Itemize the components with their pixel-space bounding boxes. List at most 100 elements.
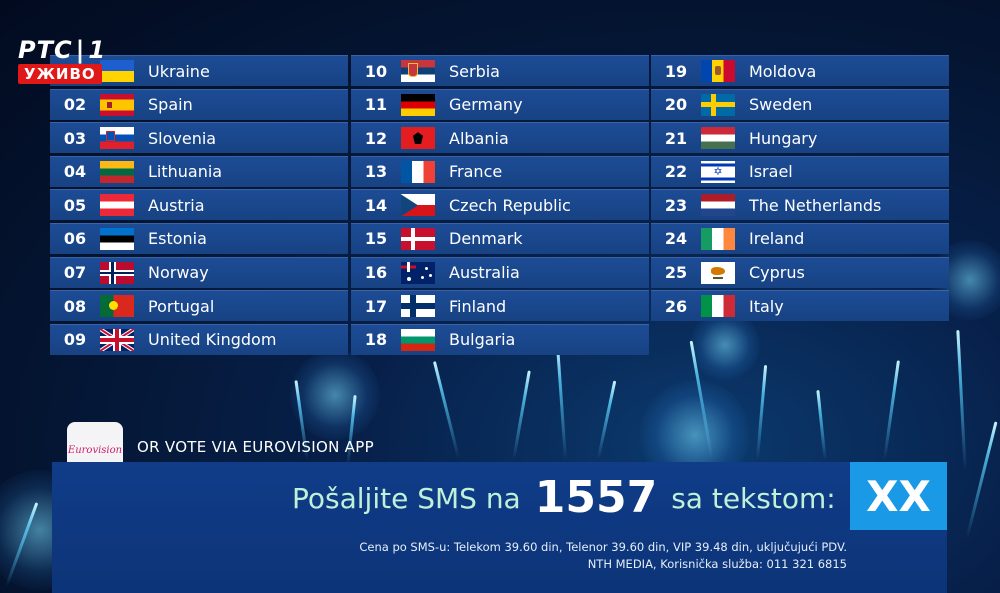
country-number: 04 — [63, 162, 87, 182]
country-name: Norway — [148, 263, 209, 283]
country-row: 21 Hungary — [651, 122, 949, 154]
country-name: The Netherlands — [749, 195, 882, 215]
bulgaria-flag-icon — [401, 328, 435, 351]
country-number: 23 — [664, 195, 688, 215]
germany-flag-icon — [401, 93, 435, 116]
country-name: Lithuania — [148, 162, 223, 182]
ireland-flag-icon — [701, 227, 735, 250]
country-row: 15 Denmark — [351, 222, 649, 254]
country-number: 10 — [364, 61, 388, 81]
country-row: 20 Sweden — [651, 88, 949, 120]
country-name: Israel — [749, 162, 793, 182]
sms-instruction: Pošaljite SMS na 1557 sa tekstom: — [292, 472, 836, 523]
country-row: 16 Australia — [351, 256, 649, 288]
country-name: Spain — [148, 95, 193, 115]
netherlands-flag-icon — [701, 194, 735, 217]
country-number: 17 — [364, 296, 388, 316]
ukraine-flag-icon — [100, 60, 134, 82]
country-row: 07 Norway — [50, 256, 348, 288]
country-row: 25 Cyprus — [651, 256, 949, 288]
eurovision-app-icon-text: Eurovision — [67, 444, 123, 456]
country-number: 02 — [63, 95, 87, 115]
austria-flag-icon — [100, 194, 134, 217]
country-row: 26 Italy — [651, 290, 949, 322]
country-row: 09 United Kingdom — [50, 323, 348, 355]
country-number: 11 — [364, 95, 388, 115]
country-row: 24 Ireland — [651, 222, 949, 254]
united-kingdom-flag-icon — [100, 328, 134, 351]
country-number: 16 — [364, 263, 388, 283]
australia-flag-icon — [401, 261, 435, 284]
country-number: 05 — [63, 195, 87, 215]
sms-service-info: NTH MEDIA, Korisnička služba: 011 321 68… — [587, 557, 847, 571]
country-name: Cyprus — [749, 263, 805, 283]
slovenia-flag-icon — [100, 127, 134, 150]
live-badge: УЖИВО — [18, 64, 102, 84]
country-number: 13 — [364, 162, 388, 182]
country-number: 08 — [63, 296, 87, 316]
channel-logo: РТС | 1 УЖИВО — [18, 36, 107, 84]
country-name: France — [449, 162, 503, 182]
sms-suffix: sa tekstom: — [671, 482, 836, 515]
country-name: Bulgaria — [449, 330, 516, 350]
country-row: 12 Albania — [351, 122, 649, 154]
israel-flag-icon: ✡ — [701, 160, 735, 183]
sms-panel: Pošaljite SMS na 1557 sa tekstom: XX Cena … — [52, 462, 947, 593]
finland-flag-icon — [401, 295, 435, 318]
country-name: Moldova — [749, 61, 817, 81]
country-name: Denmark — [449, 229, 523, 249]
country-row: 05 Austria — [50, 189, 348, 221]
country-name: Ireland — [749, 229, 805, 249]
country-name: Czech Republic — [449, 195, 571, 215]
sms-number: 1557 — [534, 472, 658, 523]
country-row: 11 Germany — [351, 88, 649, 120]
lithuania-flag-icon — [100, 160, 134, 183]
country-name: Italy — [749, 296, 784, 316]
country-number: 06 — [63, 229, 87, 249]
country-number: 24 — [664, 229, 688, 249]
country-name: Albania — [449, 128, 509, 148]
country-name: Germany — [449, 95, 523, 115]
country-name: Portugal — [148, 296, 215, 316]
country-number: 07 — [63, 263, 87, 283]
cyprus-flag-icon — [701, 261, 735, 284]
country-name: Serbia — [449, 61, 500, 81]
app-vote-row: Eurovision OR VOTE VIA EUROVISION APP — [52, 422, 412, 478]
country-name: Australia — [449, 263, 520, 283]
sms-code-box: XX — [850, 462, 947, 530]
italy-flag-icon — [701, 295, 735, 318]
country-row: 14 Czech Republic — [351, 189, 649, 221]
country-name: Estonia — [148, 229, 207, 249]
channel-number: 1 — [88, 36, 107, 64]
moldova-flag-icon — [701, 60, 735, 82]
portugal-flag-icon — [100, 295, 134, 318]
country-column-3: 19 Moldova 20 Sweden 21 Hungary 22 ✡ Israel 23 The… — [651, 55, 949, 324]
france-flag-icon — [401, 160, 435, 183]
country-number: 12 — [364, 128, 388, 148]
country-row: 06 Estonia — [50, 222, 348, 254]
spain-flag-icon — [100, 93, 134, 116]
country-number: 20 — [664, 95, 688, 115]
country-row: 22 ✡ Israel — [651, 155, 949, 187]
sweden-flag-icon — [701, 93, 735, 116]
country-number: 26 — [664, 296, 688, 316]
country-row: 19 Moldova — [651, 55, 949, 86]
country-row: 10 Serbia — [351, 55, 649, 86]
country-column-1: Ukraine 02 Spain 03 Slovenia 04 Lithuania 05 Aus… — [50, 55, 348, 357]
country-number: 19 — [664, 61, 688, 81]
hungary-flag-icon — [701, 127, 735, 150]
norway-flag-icon — [100, 261, 134, 284]
estonia-flag-icon — [100, 227, 134, 250]
channel-name: РТС — [18, 36, 73, 64]
country-row: 08 Portugal — [50, 290, 348, 322]
country-name: Ukraine — [148, 61, 210, 81]
country-row: 18 Bulgaria — [351, 323, 649, 355]
country-column-2: 10 Serbia 11 Germany 12 Albania 13 France 14 Czec… — [351, 55, 649, 357]
sms-prefix: Pošaljite SMS na — [292, 482, 521, 515]
app-vote-label: OR VOTE VIA EUROVISION APP — [137, 438, 374, 456]
country-name: United Kingdom — [148, 330, 277, 350]
country-name: Finland — [449, 296, 507, 316]
country-row: 03 Slovenia — [50, 122, 348, 154]
country-number: 14 — [364, 195, 388, 215]
